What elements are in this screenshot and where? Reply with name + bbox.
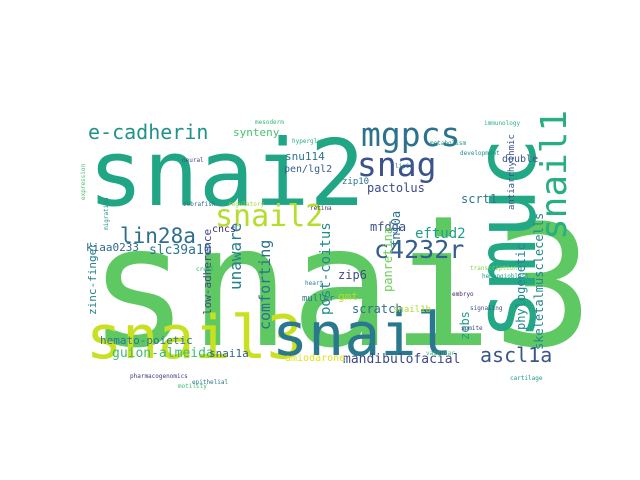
word-low-adherence: low-adherence [201,229,214,315]
word-double: double [502,154,538,165]
word-comforting: comforting [256,240,274,330]
word-hyperglycemia: hyperglycemia [292,138,339,145]
word-pen-lgl2: pen/lgl2 [284,164,332,175]
word-pharmacogenomics: pharmacogenomics [130,373,188,380]
word-epithelial: epithelial [192,379,229,386]
word-snail1b: snail1b [393,305,431,315]
word-kiaa0233: kiaa0233 [86,241,139,254]
word-synteny: synteny [233,126,280,139]
word-snu114: snu114 [285,150,325,163]
word-cartilage: cartilage [510,375,543,382]
word-mgpcs: mgpcs [361,115,460,154]
word-smuc: smuc [457,138,555,340]
word-post-coitus: post-coitus [318,222,334,315]
word-gmt: gmt [338,290,358,303]
word-crest: crest [196,266,214,273]
word-eftud2: eftud2 [415,226,466,242]
word-zebs: zebs [458,311,472,340]
word-signaling: signaling [470,305,503,312]
word-lin28a: lin28a [120,224,196,248]
word-hemangioblast: hemangioblast [482,273,529,280]
word-slc39a10: slc39a10 [149,243,212,258]
word-cncs: cncs [212,224,236,235]
word-pactolus: pactolus [367,181,425,195]
word-snai1a: snai1a [209,347,249,360]
word-snail2: snail2 [215,199,323,234]
word-phylogenetic: phylogenetic [514,243,528,330]
word-unaware: unaware [226,223,245,290]
word-mandibulofacial: mandibulofacial [343,352,460,367]
word-metabolism: metabolism [430,140,467,147]
word-immunology: immunology [484,120,521,127]
word-snail3: snail3 [86,303,303,373]
word-fn10a: fn10a [389,211,403,247]
word-antiarrhythmic: antiarrhythmic [507,134,517,210]
word-mesoderm: mesoderm [255,119,284,126]
word-lipid: lipid [395,163,413,170]
word-vascular: vascular [426,350,455,357]
word-ascl1a: ascl1a [480,343,552,367]
word-scrt1: scrt1 [461,192,497,206]
word-hemato-poietic: hemato-poietic [100,334,193,347]
word-motility: motility [178,383,207,390]
word-mfdga: mfdga [370,220,406,234]
word-guion-almeida: guion-almeida [112,346,214,361]
word-snai3: snai3 [88,189,594,385]
word-regulatory: regulatory [228,201,265,208]
word-development: development [460,150,500,157]
word-snail1: snail1 [534,110,575,240]
word-e-cadherin: e-cadherin [88,120,208,144]
word-skeletalmusclecells: skeletalmusclecells [532,213,546,350]
word-snag: snag [357,145,436,184]
word-somite: somite [461,325,483,332]
word-amiodarone: amiodarone [285,353,345,364]
word-zip10: zip10 [342,177,369,187]
word-snai2: snai2 [88,120,365,227]
word-heart: heart [305,280,323,287]
word-zinc-finger: zinc-finger [86,242,99,315]
word-transcription: transcription [470,265,517,272]
word-retina: retina [310,205,332,212]
word-zip6: zip6 [338,268,367,282]
word-migration: migration [103,197,110,230]
word-scratch: scratch [352,302,403,316]
word-snail: snail [272,300,453,370]
word-c4232r: c4232r [374,235,464,264]
word-neural: neural [182,157,204,164]
word-expression: expression [80,163,87,200]
word-panretina: panretina [381,227,395,292]
word-muller: muller [302,294,335,304]
word-embryo: embryo [452,291,474,298]
word-zebrafish: zebrafish [183,201,216,208]
